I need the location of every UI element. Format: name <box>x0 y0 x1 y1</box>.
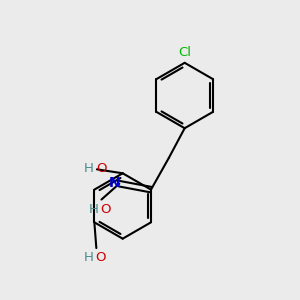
Text: O: O <box>100 202 111 215</box>
Text: N: N <box>109 176 120 190</box>
Text: H: H <box>84 162 94 175</box>
Text: O: O <box>96 162 106 175</box>
Text: O: O <box>95 251 106 264</box>
Text: H: H <box>88 202 98 215</box>
Text: Cl: Cl <box>178 46 191 59</box>
Text: H: H <box>83 251 93 264</box>
